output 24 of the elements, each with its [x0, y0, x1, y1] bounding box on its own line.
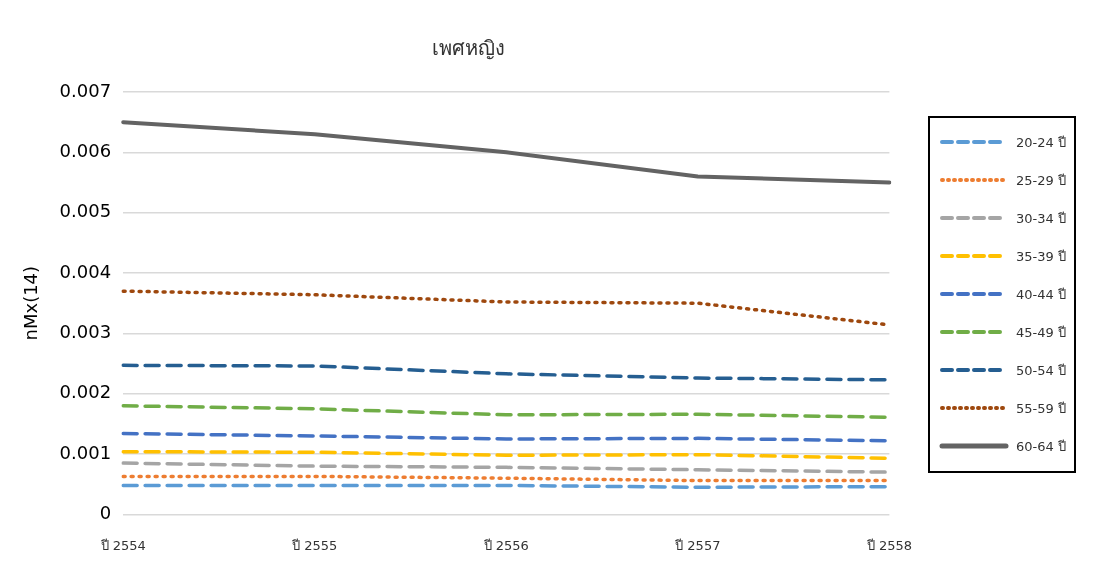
legend-label: 60-64 ปี	[1016, 437, 1066, 456]
legend-label: 55-59 ปี	[1016, 399, 1066, 418]
legend-label: 45-49 ปี	[1016, 323, 1066, 342]
y-tick-label: 0.001	[59, 441, 112, 463]
y-tick-label: 0.004	[59, 260, 112, 282]
legend-label: 25-29 ปี	[1016, 171, 1066, 190]
y-axis-title: nMx(14)	[20, 265, 42, 341]
x-tick-label: ปี 2556	[482, 537, 529, 553]
x-tick-label: ปี 2554	[99, 537, 146, 553]
legend-label: 40-44 ปี	[1016, 285, 1066, 304]
y-tick-label: 0.006	[59, 140, 112, 162]
y-tick-label: 0.007	[59, 79, 112, 101]
y-tick-label: 0.003	[59, 321, 112, 343]
legend-label: 20-24 ปี	[1016, 133, 1066, 152]
x-tick-label: ปี 2557	[674, 537, 721, 553]
legend-label: 35-39 ปี	[1016, 247, 1066, 266]
chart-title: เพศหญิง	[431, 36, 505, 61]
x-tick-label: ปี 2558	[865, 537, 912, 553]
y-tick-label: 0.005	[59, 200, 112, 222]
legend-label: 50-54 ปี	[1016, 361, 1066, 380]
legend-label: 30-34 ปี	[1016, 209, 1066, 228]
x-tick-label: ปี 2555	[291, 537, 338, 553]
y-tick-label: 0	[99, 502, 112, 524]
y-tick-label: 0.002	[59, 381, 112, 403]
